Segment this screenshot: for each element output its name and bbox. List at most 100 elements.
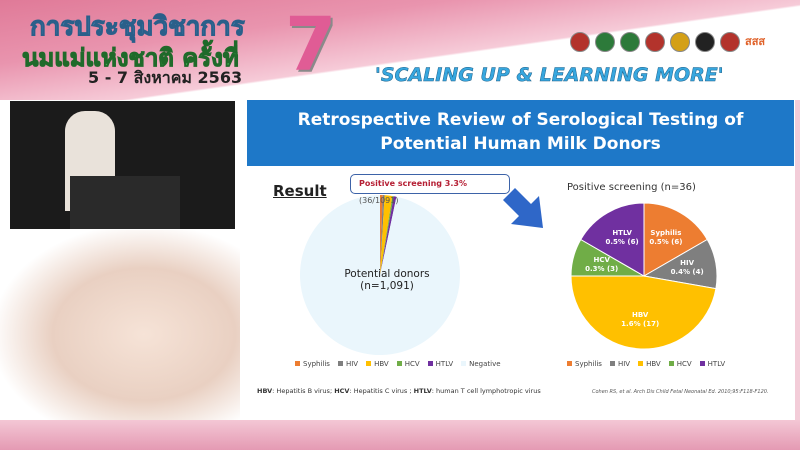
legend-item: HCV	[396, 360, 420, 368]
legend-label: HCV	[676, 360, 692, 368]
fn-hbv-text: : Hepatitis B virus;	[272, 387, 335, 395]
presentation-slide: Retrospective Review of Serological Test…	[247, 100, 794, 405]
legend-item: HTLV	[427, 360, 454, 368]
legend-item: Syphilis	[295, 360, 330, 368]
legend-item: HBV	[638, 360, 661, 368]
legend-swatch	[668, 361, 674, 366]
conference-title-line1: การประชุมวิชาการ	[30, 12, 246, 43]
child-photo	[0, 230, 240, 420]
slice-value: 1.6% (17)	[621, 319, 660, 328]
legend-swatch	[337, 361, 343, 366]
legend-label: HIV	[345, 360, 359, 368]
legend-swatch	[461, 361, 467, 366]
slice-label-hiv: HIV 0.4% (4)	[662, 259, 712, 277]
positive-chart-title: Positive screening (n=36)	[567, 182, 696, 193]
slice-name: HBV	[632, 310, 649, 319]
callout-detail: (36/1091)	[359, 196, 399, 205]
pie-slice-hbv	[380, 195, 393, 275]
slogan: 'SCALING UP & LEARNING MORE'	[375, 64, 724, 87]
pie-slice-syphilis	[643, 202, 708, 277]
slice-label-hcv: HCV 0.3% (3)	[577, 256, 627, 274]
arrow-icon	[503, 188, 543, 228]
footnote: HBV: Hepatitis B virus; HCV: Hepatitis C…	[257, 387, 541, 395]
legend-label: Negative	[469, 360, 501, 368]
logo-icon	[720, 32, 740, 52]
conference-banner: การประชุมวิชาการ นมแม่แห่งชาติ ครั้งที่ …	[0, 0, 800, 100]
positive-legend: Syphilis HIV HBV HCV HTLV	[567, 360, 725, 368]
legend-swatch	[638, 361, 644, 366]
slice-name: Syphilis	[650, 229, 682, 238]
conference-title-line2: นมแม่แห่งชาติ ครั้งที่	[22, 44, 240, 73]
slice-value: 0.3% (3)	[585, 264, 619, 273]
callout-bold: Positive screening 3.3%	[359, 179, 467, 188]
legend-item: Negative	[461, 360, 501, 368]
legend-label: Syphilis	[575, 360, 602, 368]
legend-label: HBV	[374, 360, 389, 368]
decor-band	[795, 100, 800, 420]
legend-item: Syphilis	[567, 360, 602, 368]
donors-center-label: Potential donors (n=1,091)	[307, 268, 467, 292]
legend-swatch	[396, 361, 402, 366]
speaker-video	[10, 101, 235, 229]
pie-slice-syphilis	[380, 195, 383, 275]
legend-label: HTLV	[435, 360, 454, 368]
slice-value: 0.5% (6)	[605, 238, 639, 247]
slide-title-line2: Potential Human Milk Donors	[380, 134, 661, 154]
legend-label: Syphilis	[303, 360, 330, 368]
legend-item: HIV	[337, 360, 359, 368]
legend-item: HTLV	[699, 360, 726, 368]
legend-label: HTLV	[707, 360, 726, 368]
slice-label-syphilis: Syphilis 0.5% (6)	[641, 229, 691, 247]
legend-item: HBV	[366, 360, 389, 368]
legend-swatch	[427, 361, 433, 366]
pie-slice-hbv	[570, 275, 717, 350]
legend-swatch	[699, 361, 705, 366]
fn-htlv-text: : human T cell lymphotropic virus	[431, 387, 541, 395]
logo-icon	[595, 32, 615, 52]
citation: Cohen RS, et al. Arch Dis Child Fetal Ne…	[592, 389, 769, 395]
podium	[70, 176, 180, 229]
fn-hbv: HBV	[257, 387, 273, 395]
fn-hcv-text: : Hepatitis C virus ;	[349, 387, 414, 395]
sponsor-logos: สสส	[570, 32, 765, 52]
pie-slice-htlv	[580, 202, 645, 277]
result-heading: Result	[273, 182, 327, 200]
legend-item: HIV	[609, 360, 631, 368]
legend-swatch	[609, 361, 615, 366]
fn-hcv: HCV	[334, 387, 350, 395]
legend-item: HCV	[668, 360, 692, 368]
legend-label: HBV	[646, 360, 661, 368]
slice-name: HTLV	[612, 229, 632, 238]
bottom-band	[0, 420, 800, 450]
slide-title-line1: Retrospective Review of Serological Test…	[297, 110, 744, 130]
legend-label: HCV	[404, 360, 420, 368]
donors-pie-chart	[299, 195, 718, 355]
legend-swatch	[295, 361, 300, 366]
pie-slice-htlv	[380, 196, 397, 275]
slice-name: HCV	[593, 255, 610, 264]
positive-callout: Positive screening 3.3% (36/1091)	[350, 174, 510, 205]
slice-name: HIV	[680, 259, 695, 268]
center-sublabel: (n=1,091)	[360, 280, 414, 292]
sss-logo: สสส	[745, 35, 766, 48]
slice-label-hbv: HBV 1.6% (17)	[615, 311, 665, 329]
logo-icon	[670, 32, 690, 52]
legend-swatch	[567, 361, 572, 366]
slice-value: 0.5% (6)	[649, 238, 683, 247]
logo-icon	[570, 32, 590, 52]
slice-label-htlv: HTLV 0.5% (6)	[597, 229, 647, 247]
pie-slice-negative	[299, 195, 460, 355]
logo-icon	[620, 32, 640, 52]
donors-legend: Syphilis HIV HBV HCV HTLV Negative	[295, 360, 501, 368]
conference-number: 7	[285, 2, 337, 88]
logo-icon	[645, 32, 665, 52]
legend-label: HIV	[617, 360, 631, 368]
conference-date: 5 - 7 สิงหาคม 2563	[88, 68, 243, 87]
slide-title: Retrospective Review of Serological Test…	[247, 100, 794, 166]
legend-swatch	[366, 361, 372, 366]
center-label: Potential donors	[344, 268, 430, 280]
pie-slice-hiv	[380, 195, 385, 275]
slice-value: 0.4% (4)	[670, 268, 704, 277]
fn-htlv: HTLV	[413, 387, 432, 395]
pie-slice-hcv	[380, 195, 394, 275]
